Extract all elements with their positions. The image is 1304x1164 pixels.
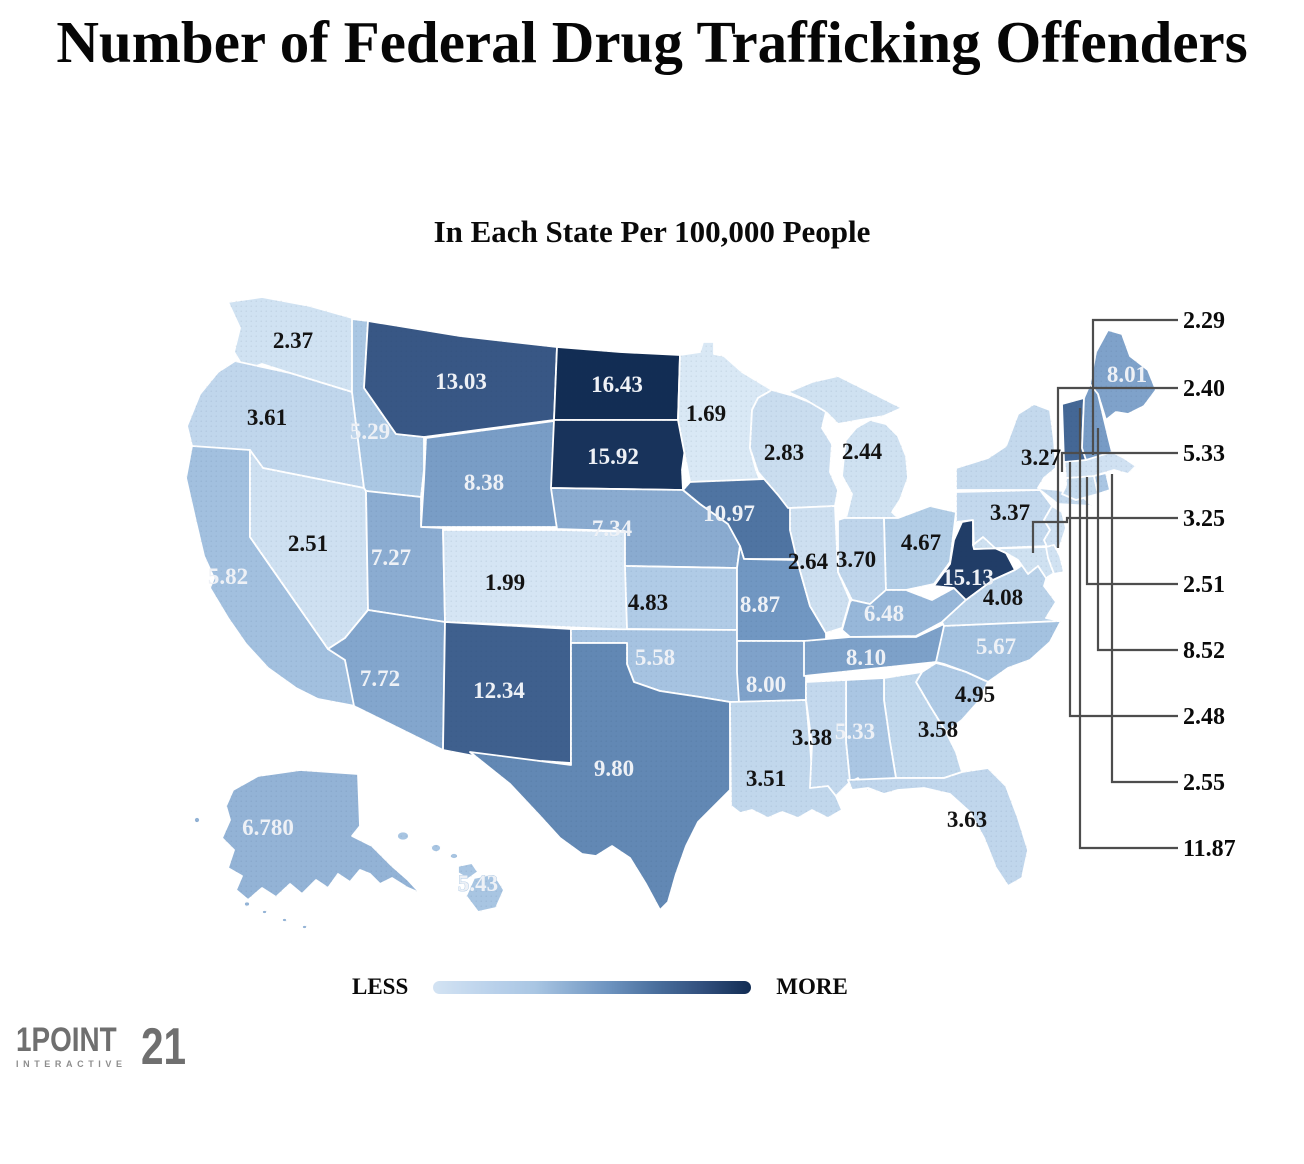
- callout-value: 2.48: [1183, 704, 1225, 730]
- state-value-wa: 2.37: [273, 328, 313, 353]
- state-value-mi: 2.44: [842, 439, 883, 464]
- brand-logo: 1POINT INTERACTIVE 21: [16, 1018, 199, 1076]
- state-value-sc: 4.95: [955, 682, 995, 707]
- state-value-ak: 6.780: [242, 815, 294, 840]
- callout-value: 2.51: [1183, 572, 1225, 598]
- state-value-ar: 8.00: [746, 672, 786, 697]
- state-value-mt: 13.03: [435, 369, 487, 394]
- state-value-ky: 6.48: [864, 601, 904, 626]
- logo-number: 21: [140, 1018, 186, 1076]
- state-value-la: 3.51: [746, 766, 786, 791]
- callout-value: 8.52: [1183, 638, 1225, 664]
- state-value-ms: 3.38: [792, 725, 832, 750]
- state-value-oh: 4.67: [901, 530, 941, 555]
- leader-line: [1056, 386, 1178, 548]
- state-value-az: 7.72: [360, 666, 400, 691]
- state-value-ok: 5.58: [635, 645, 675, 670]
- leader-line: [1078, 408, 1178, 850]
- leader-line: [1110, 474, 1178, 784]
- state-value-ks: 4.83: [628, 590, 668, 615]
- leader-line: [1085, 477, 1178, 586]
- leader-line: [1060, 451, 1178, 472]
- state-co[interactable]: [442, 529, 638, 631]
- state-value-ia: 10.97: [703, 501, 755, 526]
- state-value-tn: 8.10: [846, 645, 886, 670]
- leader-line: [1096, 428, 1178, 652]
- legend-more-label: MORE: [776, 974, 848, 999]
- callout-value: 3.25: [1183, 506, 1225, 532]
- state-value-me: 8.01: [1107, 362, 1147, 387]
- state-value-hi: 5.43: [458, 871, 498, 896]
- state-ak[interactable]: [193, 769, 421, 930]
- logo-tagline: INTERACTIVE: [16, 1059, 127, 1070]
- state-value-il: 2.64: [788, 549, 829, 574]
- value-labels-layer: 2.37 3.61 5.82 2.51 5.29 13.03 8.38 7.27 1.99 7.7…: [208, 328, 1147, 896]
- callout-value: 11.87: [1183, 836, 1236, 862]
- state-value-nd: 16.43: [591, 372, 643, 397]
- state-value-pa: 3.37: [990, 500, 1030, 525]
- state-value-ca: 5.82: [208, 564, 248, 589]
- state-value-sd: 15.92: [587, 444, 639, 469]
- state-value-wv: 15.13: [942, 565, 994, 590]
- state-value-fl: 3.63: [947, 807, 987, 832]
- state-value-nc: 5.67: [976, 634, 1016, 659]
- state-value-wy: 8.38: [464, 470, 504, 495]
- page-subtitle: In Each State Per 100,000 People: [433, 214, 871, 249]
- state-value-mn: 1.69: [686, 401, 726, 426]
- state-value-nv: 2.51: [288, 531, 328, 556]
- state-value-al: 5.33: [835, 719, 875, 744]
- state-value-id: 5.29: [350, 419, 390, 444]
- state-value-ne: 7.34: [592, 516, 633, 541]
- page-title: Number of Federal Drug Trafficking Offen…: [56, 9, 1248, 75]
- state-value-or: 3.61: [247, 405, 287, 430]
- leader-line: [1091, 318, 1178, 455]
- callout-value: 5.33: [1183, 441, 1225, 467]
- callout-value: 2.55: [1183, 770, 1225, 796]
- state-value-wi: 2.83: [764, 440, 804, 465]
- state-value-tx: 9.80: [594, 756, 634, 781]
- state-value-in: 3.70: [836, 547, 876, 572]
- state-value-ny: 3.27: [1021, 445, 1061, 470]
- state-value-ga: 3.58: [918, 717, 958, 742]
- state-value-co: 1.99: [485, 570, 525, 595]
- state-fl[interactable]: [847, 767, 1029, 887]
- state-value-va: 4.08: [983, 585, 1023, 610]
- state-value-nm: 12.34: [473, 678, 525, 703]
- leader-lines-layer: 2.29 2.40 5.33 3.25 2.51 8.52 2.48 2.55 11.87: [1031, 308, 1236, 862]
- state-value-ut: 7.27: [371, 545, 411, 570]
- legend-less-label: LESS: [352, 974, 409, 999]
- legend: LESS MORE: [352, 974, 848, 1000]
- callout-value: 2.40: [1183, 376, 1225, 402]
- states-layer: [185, 296, 1157, 930]
- state-value-mo: 8.87: [740, 592, 780, 617]
- leader-line: [1068, 462, 1178, 718]
- callout-value: 2.29: [1183, 308, 1225, 334]
- logo-wordmark: 1POINT: [16, 1021, 117, 1059]
- leader-line: [1031, 516, 1178, 553]
- legend-gradient-bar: [433, 980, 752, 994]
